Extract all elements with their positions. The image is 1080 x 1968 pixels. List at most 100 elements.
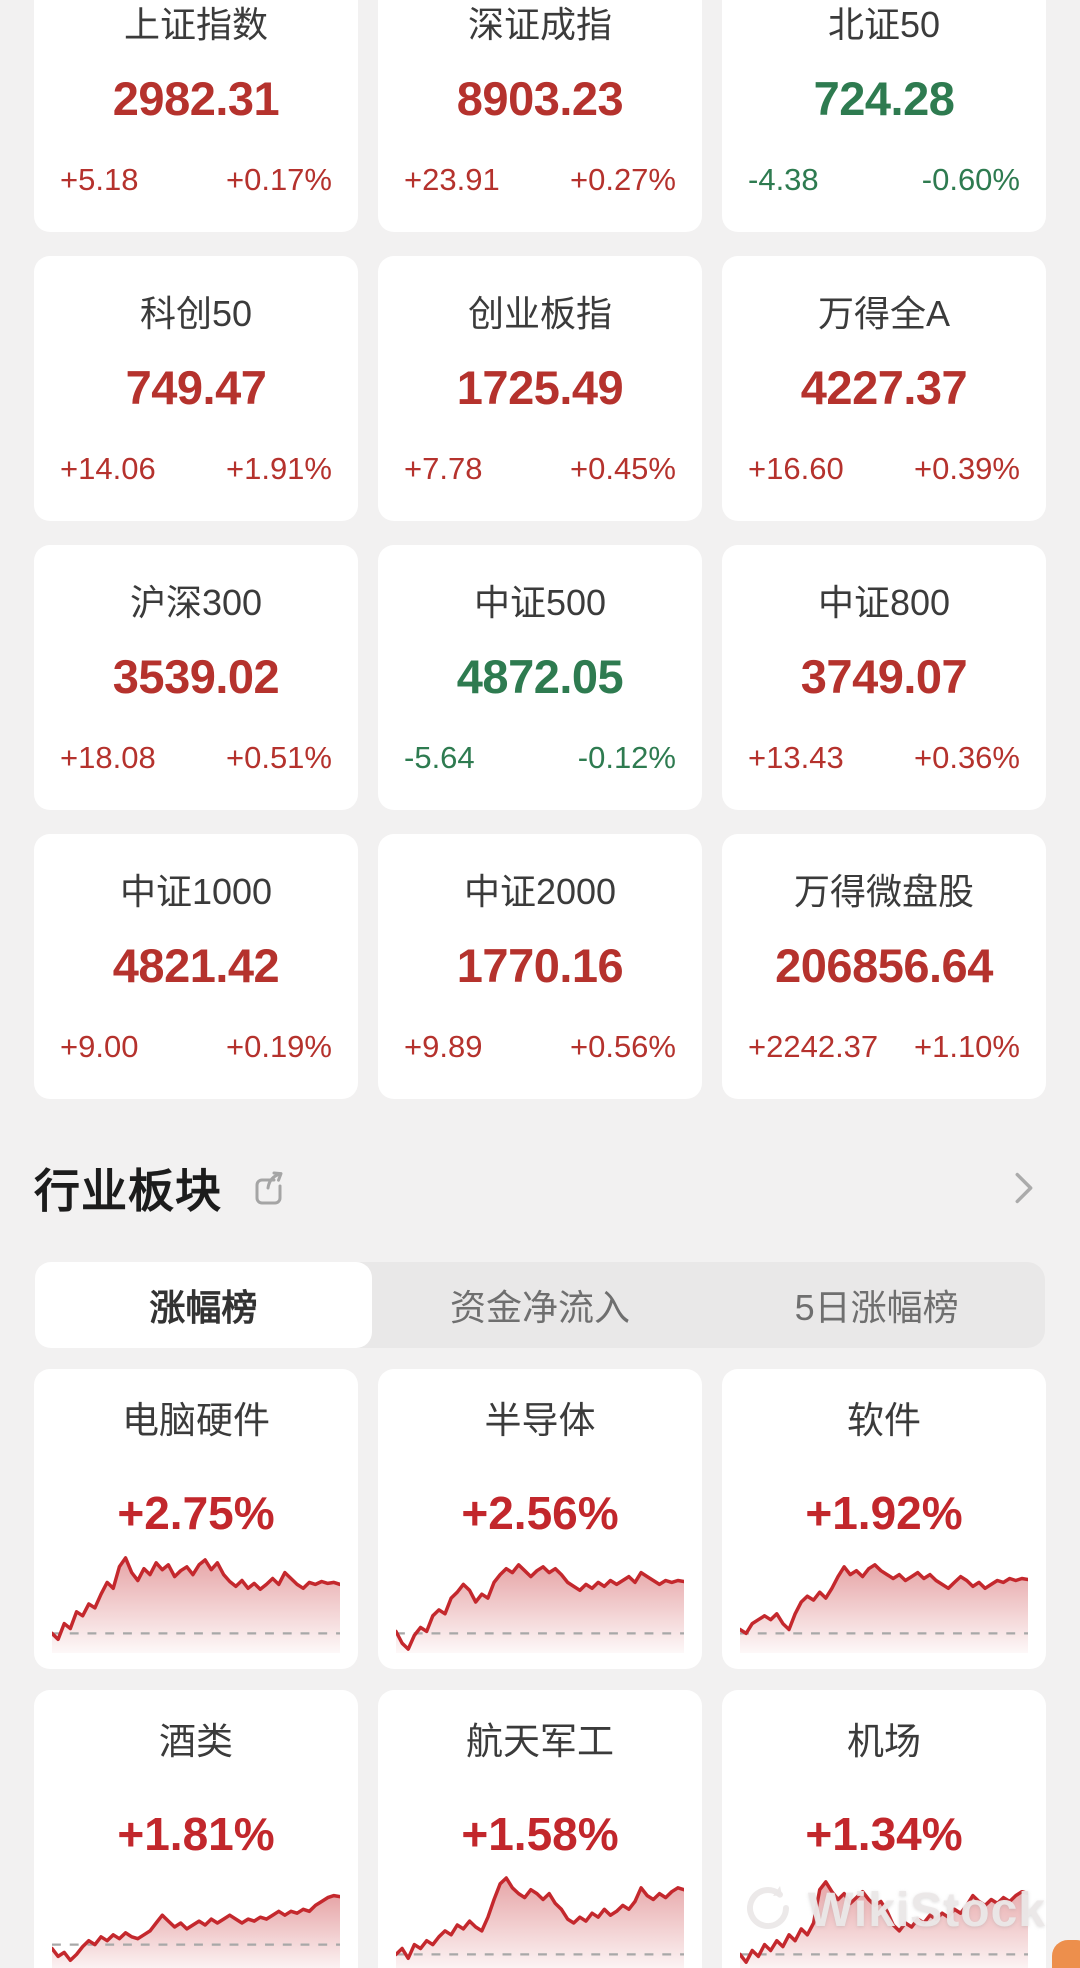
index-change-percent: +1.91% [225, 451, 332, 486]
sector-sparkline-chart [52, 1555, 340, 1653]
index-change-amount: +23.91 [404, 162, 500, 197]
index-change-row: +2242.37 +1.10% [748, 1030, 1020, 1064]
index-name: 万得微盘股 [793, 871, 974, 912]
sector-section-header: 行业板块 [34, 1150, 1046, 1226]
index-change-amount: +18.08 [60, 740, 156, 775]
index-change-amount: +14.06 [60, 451, 156, 486]
index-name: 万得全A [817, 293, 950, 334]
index-value: 4872.05 [456, 650, 624, 703]
sector-sparkline-chart [740, 1876, 1028, 1968]
index-change-amount: -4.38 [748, 162, 819, 197]
share-icon[interactable] [244, 1164, 292, 1212]
index-value: 1770.16 [456, 939, 624, 992]
sector-name: 酒类 [159, 1721, 233, 1762]
tab-gainers[interactable]: 涨幅榜 [35, 1262, 372, 1348]
index-change-row: -4.38 -0.60% [748, 163, 1020, 197]
index-card-grid: 上证指数 2982.31 +5.18 +0.17% 深证成指 8903.23 +… [34, 0, 1046, 1099]
index-change-percent: +0.17% [225, 162, 332, 197]
index-card[interactable]: 上证指数 2982.31 +5.18 +0.17% [34, 0, 358, 232]
index-change-percent: +0.36% [913, 740, 1020, 775]
index-change-row: +23.91 +0.27% [404, 163, 676, 197]
index-value: 1725.49 [456, 361, 624, 414]
sector-name: 半导体 [484, 1400, 596, 1441]
index-change-percent: +0.56% [569, 1029, 676, 1064]
index-card[interactable]: 中证500 4872.05 -5.64 -0.12% [378, 545, 702, 810]
index-change-amount: +16.60 [748, 451, 844, 486]
index-name: 上证指数 [123, 4, 268, 45]
index-card[interactable]: 中证1000 4821.42 +9.00 +0.19% [34, 834, 358, 1099]
index-name: 沪深300 [129, 582, 263, 623]
index-change-amount: +9.89 [404, 1029, 483, 1064]
index-change-row: +16.60 +0.39% [748, 452, 1020, 486]
sector-card[interactable]: 酒类 +1.81% [34, 1690, 358, 1968]
index-change-percent: +0.51% [225, 740, 332, 775]
tab-net-inflow[interactable]: 资金净流入 [450, 1287, 631, 1328]
index-card[interactable]: 中证800 3749.07 +13.43 +0.36% [722, 545, 1046, 810]
index-change-row: +13.43 +0.36% [748, 741, 1020, 775]
index-change-row: +7.78 +0.45% [404, 452, 676, 486]
index-value: 749.47 [125, 361, 267, 414]
sector-sparkline-chart [396, 1876, 684, 1968]
sector-section-title: 行业板块 [34, 1165, 222, 1217]
index-name: 科创50 [139, 293, 253, 334]
sector-card[interactable]: 机场 +1.34% [722, 1690, 1046, 1968]
index-card[interactable]: 深证成指 8903.23 +23.91 +0.27% [378, 0, 702, 232]
sector-change-percent: +1.34% [805, 1808, 963, 1860]
index-card[interactable]: 科创50 749.47 +14.06 +1.91% [34, 256, 358, 521]
sector-sparkline-chart [740, 1555, 1028, 1653]
index-value: 4227.37 [800, 361, 968, 414]
index-name: 中证2000 [463, 871, 617, 912]
index-change-amount: +13.43 [748, 740, 844, 775]
sector-change-percent: +2.75% [117, 1487, 275, 1539]
index-value: 3539.02 [112, 650, 280, 703]
sector-change-percent: +2.56% [461, 1487, 619, 1539]
index-change-row: -5.64 -0.12% [404, 741, 676, 775]
index-card[interactable]: 万得全A 4227.37 +16.60 +0.39% [722, 256, 1046, 521]
index-value: 3749.07 [800, 650, 968, 703]
sector-card[interactable]: 软件 +1.92% [722, 1369, 1046, 1669]
index-change-percent: +0.19% [225, 1029, 332, 1064]
index-change-percent: +0.45% [569, 451, 676, 486]
sector-name: 电脑硬件 [122, 1400, 270, 1441]
index-value: 8903.23 [456, 72, 624, 125]
index-change-amount: +7.78 [404, 451, 483, 486]
index-change-amount: +9.00 [60, 1029, 139, 1064]
floating-handle[interactable] [1052, 1940, 1080, 1968]
tab-5day-gainers[interactable]: 5日涨幅榜 [794, 1287, 959, 1328]
sector-change-percent: +1.58% [461, 1808, 619, 1860]
index-value: 4821.42 [112, 939, 280, 992]
sector-name: 机场 [847, 1721, 921, 1762]
sector-card[interactable]: 电脑硬件 +2.75% [34, 1369, 358, 1669]
index-change-amount: +2242.37 [748, 1029, 879, 1064]
index-change-percent: +0.27% [569, 162, 676, 197]
index-change-row: +5.18 +0.17% [60, 163, 332, 197]
index-change-amount: -5.64 [404, 740, 475, 775]
index-value: 2982.31 [112, 72, 280, 125]
sector-name: 航天军工 [466, 1721, 614, 1762]
sector-card-grid: 电脑硬件 +2.75% 半导体 +2.56% 软件 +1.92% 酒类 +1.8… [34, 1369, 1046, 1968]
index-card[interactable]: 创业板指 1725.49 +7.78 +0.45% [378, 256, 702, 521]
sector-change-percent: +1.92% [805, 1487, 963, 1539]
index-change-amount: +5.18 [60, 162, 139, 197]
index-name: 深证成指 [467, 4, 612, 45]
index-change-percent: +0.39% [913, 451, 1020, 486]
index-change-row: +14.06 +1.91% [60, 452, 332, 486]
sector-tab-bar: 涨幅榜 资金净流入 5日涨幅榜 [35, 1262, 1045, 1348]
index-name: 创业板指 [467, 293, 612, 334]
sector-change-percent: +1.81% [117, 1808, 275, 1860]
index-card[interactable]: 万得微盘股 206856.64 +2242.37 +1.10% [722, 834, 1046, 1099]
index-change-percent: +1.10% [913, 1029, 1020, 1064]
sector-card[interactable]: 半导体 +2.56% [378, 1369, 702, 1669]
index-value: 206856.64 [775, 939, 993, 992]
index-card[interactable]: 北证50 724.28 -4.38 -0.60% [722, 0, 1046, 232]
sector-name: 软件 [847, 1400, 921, 1441]
index-card[interactable]: 沪深300 3539.02 +18.08 +0.51% [34, 545, 358, 810]
index-card[interactable]: 中证2000 1770.16 +9.89 +0.56% [378, 834, 702, 1099]
sector-card[interactable]: 航天军工 +1.58% [378, 1690, 702, 1968]
index-change-row: +18.08 +0.51% [60, 741, 332, 775]
index-change-row: +9.89 +0.56% [404, 1030, 676, 1064]
chevron-right-icon[interactable] [1000, 1165, 1046, 1211]
index-name: 中证1000 [119, 871, 273, 912]
index-name: 北证50 [827, 4, 941, 45]
